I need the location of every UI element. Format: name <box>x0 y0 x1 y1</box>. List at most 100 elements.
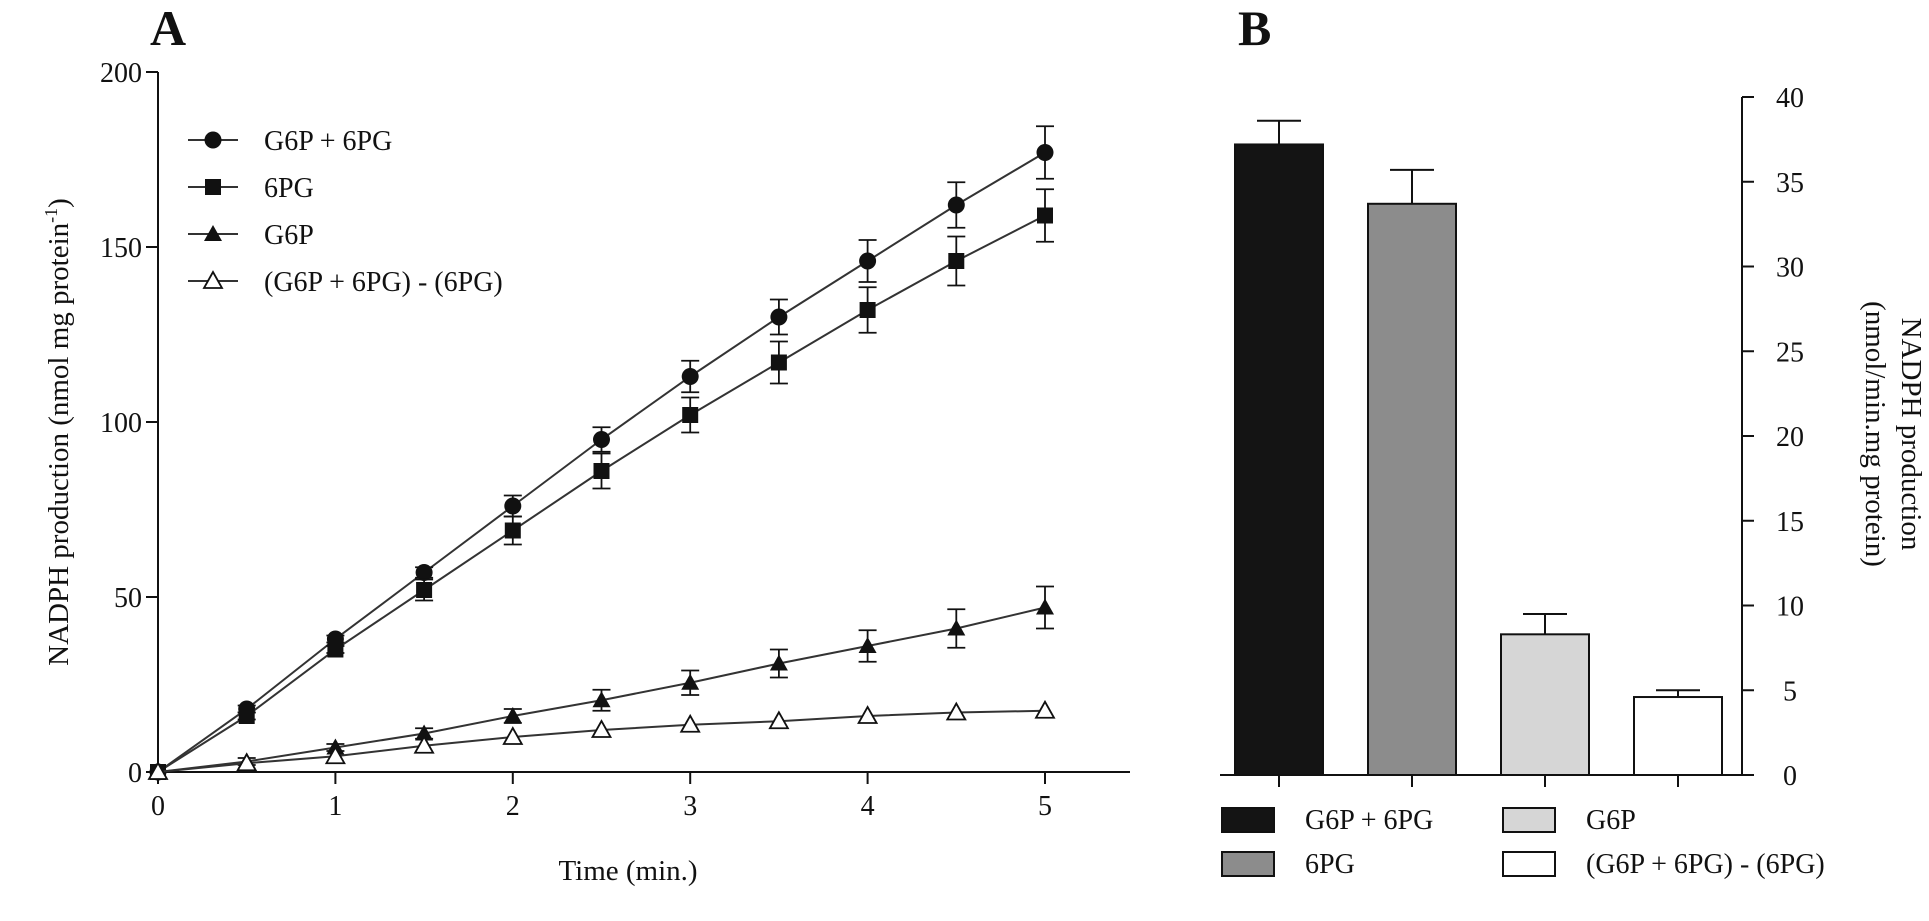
panel-b-y-tick-label: 15 <box>1776 507 1804 538</box>
data-point <box>947 196 965 214</box>
panel-a-y-ticks: 0 50 100 150 200 <box>100 58 158 789</box>
data-point <box>948 253 965 269</box>
series-line <box>157 214 1046 773</box>
panel-a-series <box>147 125 1056 781</box>
panel-b-y-tick-label: 20 <box>1776 422 1804 453</box>
data-point <box>858 637 877 653</box>
series-g6p <box>149 585 1054 779</box>
bar-legend-item-g6p-6pg: G6P + 6PG <box>1221 805 1433 836</box>
data-point <box>1034 699 1056 719</box>
legend-label: (G6P + 6PG) - (6PG) <box>264 267 503 298</box>
legend-marker <box>204 131 222 149</box>
panel-a-y-tick-label: 0 <box>128 758 142 789</box>
panel-a-y-tick-label: 50 <box>114 583 142 614</box>
panel-a-legend: G6P + 6PG 6PG G6P (G6P + 6PG) - (6PG) <box>188 126 503 298</box>
panel-b-y-tick-label: 10 <box>1776 592 1804 623</box>
data-point <box>682 407 699 423</box>
data-point <box>1036 144 1054 161</box>
bar <box>1367 202 1457 777</box>
panel-a-x-tick-label: 5 <box>1038 791 1052 822</box>
bar-group-6pg <box>1367 168 1457 787</box>
bar-group-g6p <box>1500 612 1590 787</box>
panel-a-y-axis-label-main: NADPH production (nmol mg protein <box>43 222 75 666</box>
panel-a-letter: A <box>150 0 186 56</box>
bar-legend-swatch <box>1502 807 1556 833</box>
legend-label: G6P + 6PG <box>264 126 392 157</box>
panel-b-y-axis-label-line2: (nmol/min.mg protein) <box>1859 301 1891 567</box>
data-point <box>770 354 787 371</box>
legend-marker <box>205 179 221 195</box>
panel-b-y-tick-label: 35 <box>1776 168 1804 199</box>
panel-a-x-tick-label: 0 <box>151 791 165 822</box>
bar-legend-swatch <box>1221 851 1275 877</box>
panel-a-y-axis-label-superscript: -1 <box>41 208 61 223</box>
panel-b-y-tick-label: 25 <box>1776 337 1804 368</box>
panel-b-y-axis-label: NADPH production(nmol/min.mg protein) <box>1859 301 1927 567</box>
bar <box>1633 696 1723 777</box>
data-point <box>859 302 876 318</box>
bar <box>1500 633 1590 776</box>
data-point <box>593 431 610 448</box>
bar-legend-item-g6p-6pg-6pg: (G6P + 6PG) - (6PG) <box>1502 849 1825 880</box>
data-point <box>593 463 610 479</box>
bar <box>1234 143 1324 776</box>
series-g6p-6pg-6pg <box>147 699 1056 780</box>
data-point <box>236 752 258 772</box>
legend-marker <box>202 270 224 289</box>
data-point <box>324 745 346 765</box>
bar-legend-label: G6P + 6PG <box>1305 805 1433 836</box>
panel-a-y-axis-label: NADPH production (nmol mg protein-1) <box>41 198 75 666</box>
legend-item-g6p: G6P <box>188 220 314 251</box>
data-point <box>945 701 967 721</box>
data-point <box>857 705 879 724</box>
panel-b-y-tick-label: 5 <box>1783 676 1797 707</box>
panel-a: A 0 50 100 150 200 0 1 2 3 4 5 G6P + 6PG 6PG G6P (G6… <box>41 0 1130 887</box>
bar-group-g6p-6pg-6pg <box>1633 689 1723 787</box>
panel-b-y-tick-label: 30 <box>1776 253 1804 284</box>
panel-a-x-tick-label: 4 <box>861 791 875 822</box>
data-point <box>502 726 524 745</box>
panel-a-x-tick-label: 1 <box>328 791 342 822</box>
bar-legend-label: (G6P + 6PG) - (6PG) <box>1586 849 1825 880</box>
panel-b-y-ticks: 0 5 10 15 20 25 30 35 40 <box>1742 83 1804 792</box>
data-point <box>413 734 435 754</box>
data-point <box>238 708 255 724</box>
data-point <box>504 522 521 539</box>
panel-b-y-axis-label-line1: NADPH production <box>1895 318 1927 551</box>
legend-label: 6PG <box>264 173 314 204</box>
legend-item-6pg: 6PG <box>188 173 314 204</box>
bar-legend-label: G6P <box>1586 805 1636 836</box>
bar-legend-label: 6PG <box>1305 849 1355 880</box>
bar-legend-item-6pg: 6PG <box>1221 849 1355 880</box>
data-point <box>327 641 344 658</box>
panel-b-y-tick-label: 40 <box>1776 83 1804 114</box>
panel-a-y-tick-label: 100 <box>100 408 142 439</box>
panel-a-x-axis-label: Time (min.) <box>558 855 697 887</box>
panel-a-y-tick-label: 150 <box>100 233 142 264</box>
data-point <box>592 691 611 708</box>
data-point <box>503 707 522 723</box>
data-point <box>768 710 790 730</box>
data-point <box>769 654 788 671</box>
panel-b-y-tick-label: 0 <box>1783 761 1797 792</box>
bar-group-g6p-6pg <box>1234 119 1324 787</box>
data-point <box>415 564 433 581</box>
panel-b-bars <box>1234 119 1723 787</box>
data-point <box>859 252 877 270</box>
legend-item-g6p-6pg-6pg: (G6P + 6PG) - (6PG) <box>188 267 503 298</box>
data-point <box>679 713 701 733</box>
bar-legend-swatch <box>1221 807 1275 833</box>
panel-b: B 0 5 10 15 20 25 30 35 40 G6P + 6PG 6PG G6P (G6P +… <box>1220 0 1927 880</box>
panel-b-letter: B <box>1238 0 1271 56</box>
data-point <box>947 619 966 636</box>
data-point <box>147 761 169 780</box>
panel-a-x-ticks: 0 1 2 3 4 5 <box>151 772 1052 822</box>
panel-b-legend: G6P + 6PG 6PG G6P (G6P + 6PG) - (6PG) <box>1221 805 1825 880</box>
data-point <box>1036 598 1054 615</box>
panel-a-x-tick-label: 3 <box>683 791 697 822</box>
bar-legend-item-g6p: G6P <box>1502 805 1636 836</box>
data-point <box>416 582 433 598</box>
data-point <box>681 673 700 690</box>
panel-a-y-axis-label-close: ) <box>43 198 75 208</box>
